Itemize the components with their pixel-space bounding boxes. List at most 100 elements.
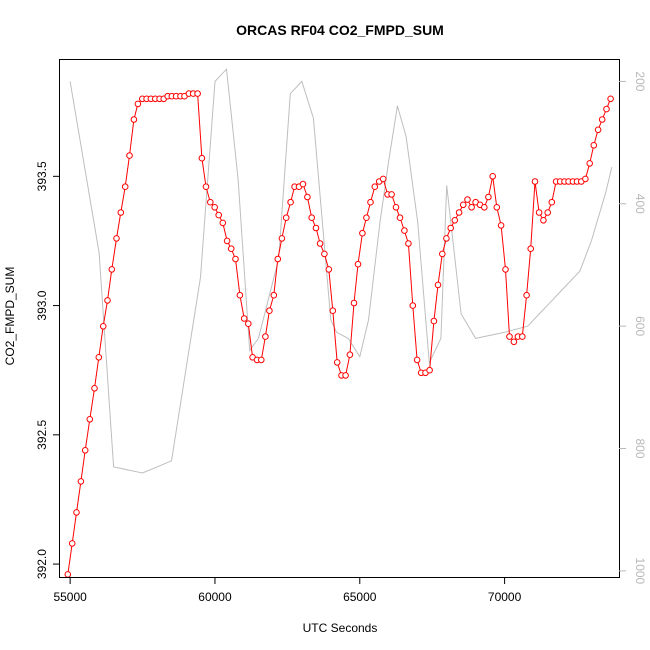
- data-point: [439, 250, 446, 258]
- data-point: [523, 291, 530, 299]
- data-point: [130, 116, 138, 123]
- series-red: [64, 90, 614, 577]
- data-point: [91, 385, 98, 392]
- y2-tick-label: 200: [633, 71, 647, 91]
- x-tick-label: 70000: [488, 590, 522, 604]
- data-point: [405, 240, 412, 247]
- data-point: [308, 214, 316, 221]
- y-axis: 392.0 392.5 393.0 393.5: [35, 161, 60, 579]
- y-tick-label: 392.0: [35, 549, 49, 579]
- data-point: [68, 540, 76, 547]
- x-tick-label: 60000: [198, 590, 232, 604]
- series-gray-line: [69, 68, 613, 474]
- data-point: [363, 214, 370, 221]
- data-point: [464, 196, 471, 203]
- data-point: [104, 297, 111, 304]
- data-point: [598, 116, 606, 123]
- data-point: [113, 235, 120, 242]
- data-point: [346, 351, 354, 359]
- data-point: [64, 571, 72, 577]
- data-point: [443, 235, 450, 242]
- data-point: [590, 142, 598, 149]
- data-point: [126, 152, 133, 159]
- data-point: [266, 307, 273, 315]
- data-point: [232, 255, 239, 263]
- data-point: [134, 100, 142, 108]
- data-point: [245, 320, 252, 328]
- data-point: [359, 229, 366, 237]
- data-point: [258, 356, 265, 364]
- y2-axis: 200 400 600 800 1000: [619, 71, 647, 585]
- data-point: [354, 260, 362, 268]
- data-point: [81, 447, 89, 454]
- data-point: [451, 217, 459, 224]
- data-point: [198, 154, 206, 162]
- data-point: [388, 191, 395, 198]
- data-point: [282, 214, 290, 221]
- data-point: [447, 224, 455, 232]
- data-point: [485, 193, 492, 201]
- y2-tick-label: 400: [633, 194, 647, 214]
- data-point: [262, 333, 269, 340]
- x-tick-label: 65000: [343, 590, 377, 604]
- data-point: [99, 323, 107, 330]
- data-point: [379, 175, 387, 183]
- data-point: [548, 198, 556, 206]
- y2-tick-label: 600: [633, 316, 647, 336]
- y2-tick-label: 1000: [633, 558, 647, 585]
- plot-frame: [59, 59, 620, 578]
- data-point: [329, 307, 337, 315]
- data-point: [342, 372, 349, 379]
- data-point: [468, 204, 475, 211]
- data-point: [312, 224, 320, 232]
- data-point: [502, 266, 509, 273]
- data-point: [219, 219, 227, 227]
- data-point: [108, 266, 116, 273]
- y-axis-label: CO2_FMPD_SUM: [3, 267, 17, 366]
- data-point: [117, 209, 125, 216]
- data-point: [544, 209, 552, 216]
- data-point: [207, 198, 214, 206]
- data-point: [350, 299, 358, 307]
- data-point: [227, 245, 235, 252]
- data-point: [202, 183, 210, 190]
- data-point: [540, 217, 547, 224]
- data-point: [86, 416, 94, 423]
- data-point: [493, 204, 501, 211]
- data-point: [459, 201, 467, 209]
- data-point: [121, 183, 129, 190]
- gray-series-line: [69, 68, 613, 474]
- data-point: [299, 180, 307, 188]
- data-point: [240, 315, 248, 322]
- x-axis: 55000 60000 65000 70000: [53, 577, 522, 604]
- data-point: [510, 338, 518, 346]
- x-tick-label: 55000: [53, 590, 87, 604]
- data-point: [278, 235, 286, 242]
- data-point: [325, 266, 333, 273]
- data-point: [586, 160, 594, 167]
- data-point: [211, 204, 218, 211]
- data-point: [392, 204, 400, 211]
- data-point: [304, 193, 311, 201]
- data-point: [455, 209, 463, 216]
- data-point: [194, 90, 201, 97]
- data-point: [607, 95, 614, 103]
- data-point: [333, 359, 341, 366]
- y-tick-label: 392.5: [35, 419, 49, 449]
- data-point: [426, 366, 433, 374]
- data-point: [519, 333, 526, 340]
- data-point: [215, 211, 222, 219]
- data-point: [497, 222, 505, 229]
- data-point: [95, 354, 103, 361]
- data-point: [316, 240, 324, 247]
- data-point: [535, 209, 543, 216]
- data-point: [506, 333, 513, 340]
- chart-title: ORCAS RF04 CO2_FMPD_SUM: [236, 22, 444, 38]
- y-tick-label: 393.5: [35, 161, 49, 191]
- data-point: [236, 291, 244, 299]
- data-point: [287, 198, 294, 206]
- data-point: [223, 237, 231, 245]
- data-point: [409, 302, 417, 309]
- data-point: [321, 250, 328, 258]
